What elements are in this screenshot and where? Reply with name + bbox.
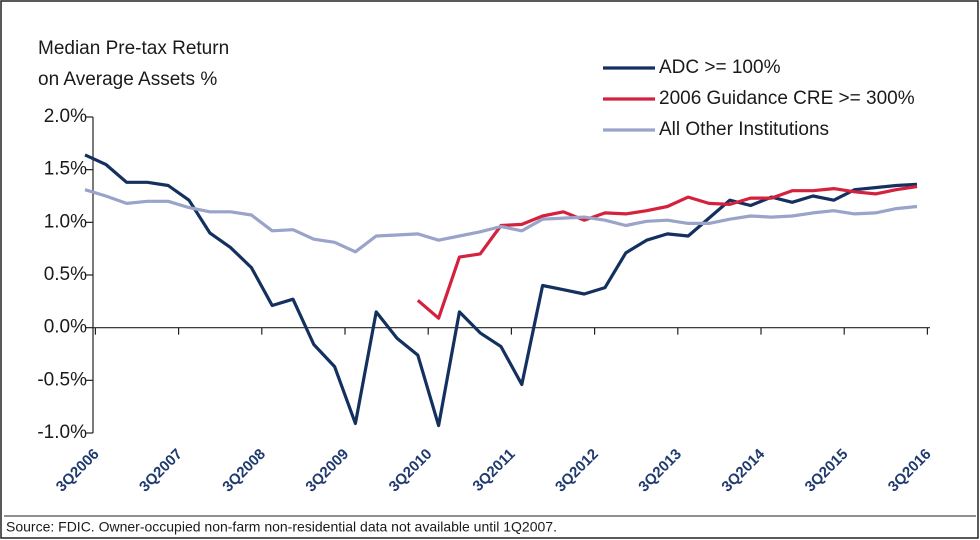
x-tick-label: 3Q2010 xyxy=(386,446,436,496)
x-tick-label: 3Q2009 xyxy=(302,446,352,496)
y-tick-label: -0.5% xyxy=(37,369,87,390)
series-line xyxy=(416,184,918,320)
source-note: Source: FDIC. Owner-occupied non-farm no… xyxy=(6,519,557,535)
y-tick-label: 0.0% xyxy=(44,317,87,338)
series-line xyxy=(84,188,918,254)
y-tick-label: 0.5% xyxy=(44,264,87,285)
x-tick-label: 3Q2014 xyxy=(718,445,768,495)
legend-label: 2006 Guidance CRE >= 300% xyxy=(659,88,915,109)
series-line xyxy=(84,153,918,428)
y-axis-label: on Average Assets % xyxy=(38,69,217,90)
x-tick-label: 3Q2015 xyxy=(802,446,852,496)
y-tick-label: 1.0% xyxy=(44,211,87,232)
y-tick-label: 2.0% xyxy=(44,106,87,127)
x-tick-label: 3Q2008 xyxy=(219,446,269,496)
y-tick-label: -1.0% xyxy=(37,422,87,443)
x-tick-label: 3Q2012 xyxy=(552,446,602,496)
y-tick-label: 1.5% xyxy=(44,159,87,180)
y-axis-label: Median Pre-tax Return xyxy=(38,38,229,59)
x-tick-label: 3Q2016 xyxy=(885,446,935,496)
x-tick-label: 3Q2006 xyxy=(53,446,103,496)
x-tick-label: 3Q2007 xyxy=(136,446,186,496)
x-tick-label: 3Q2011 xyxy=(469,446,518,495)
legend-label: ADC >= 100% xyxy=(659,57,781,78)
x-tick-label: 3Q2013 xyxy=(635,446,685,496)
legend-label: All Other Institutions xyxy=(659,119,829,140)
